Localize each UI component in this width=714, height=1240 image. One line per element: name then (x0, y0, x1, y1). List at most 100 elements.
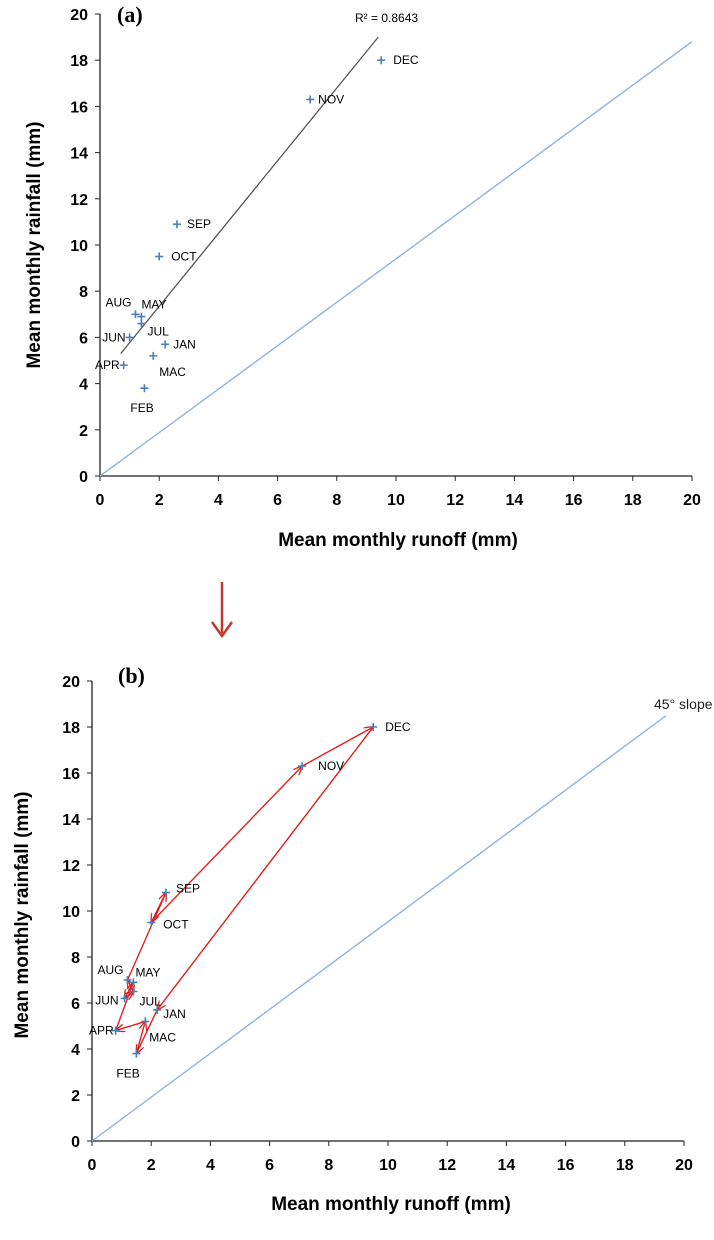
x-tick-label: 14 (498, 1157, 516, 1174)
y-tick-label: 14 (62, 812, 80, 829)
x-tick-label: 16 (565, 492, 583, 509)
month-label-jul: JUL (147, 325, 169, 339)
data-point-nov (306, 95, 315, 104)
sequence-arrow (128, 980, 134, 992)
y-tick-label: 16 (62, 766, 80, 783)
data-point-jan (153, 1005, 162, 1014)
x-tick-label: 4 (206, 1157, 215, 1174)
reference-line-45-degree (99, 41, 693, 477)
y-tick-label: 4 (71, 1042, 80, 1059)
y-tick-label: 18 (70, 53, 88, 70)
down-arrow-connector (210, 582, 234, 639)
data-point-apr (119, 361, 128, 370)
panel-b-x-axis-title: Mean monthly runoff (mm) (271, 1194, 511, 1215)
x-tick-label: 4 (214, 492, 223, 509)
y-tick-label: 4 (79, 377, 88, 394)
panel-a-label: (a) (117, 2, 143, 27)
month-label-mac: MAC (149, 1030, 176, 1044)
month-label-feb: FEB (116, 1067, 139, 1081)
month-label-apr: APR (95, 358, 120, 372)
sequence-arrow (151, 892, 167, 923)
down-arrow-head (210, 621, 234, 639)
y-tick-label: 20 (70, 7, 88, 24)
x-tick-label: 12 (438, 1157, 456, 1174)
y-tick-label: 6 (79, 330, 88, 347)
panel-b-label: (b) (118, 663, 145, 688)
data-point-jul (129, 987, 138, 996)
data-point-jan (161, 340, 170, 349)
x-tick-label: 18 (616, 1157, 634, 1174)
data-point-jul (137, 319, 146, 328)
x-tick-label: 16 (557, 1157, 575, 1174)
month-label-oct: OCT (163, 918, 189, 932)
panel-b-y-axis-title: Mean monthly rainfall (mm) (12, 791, 33, 1038)
month-label-sep: SEP (187, 217, 211, 231)
sequence-arrow (157, 726, 374, 1010)
panel-a-x-axis-title: Mean monthly runoff (mm) (278, 530, 518, 551)
month-label-dec: DEC (385, 720, 411, 734)
data-point-mac (141, 1017, 150, 1026)
x-tick-label: 8 (324, 1157, 333, 1174)
y-tick-label: 10 (70, 238, 88, 255)
data-point-feb (132, 1049, 141, 1058)
x-tick-label: 20 (675, 1157, 693, 1174)
y-tick-label: 10 (62, 904, 80, 921)
month-label-dec: DEC (393, 53, 419, 67)
reference-line-45-degree (91, 714, 667, 1142)
x-tick-label: 14 (506, 492, 524, 509)
panel-a-r-squared-label: R² = 0.8643 (355, 11, 418, 25)
y-tick-label: 6 (71, 996, 80, 1013)
sequence-arrow (126, 893, 166, 981)
month-label-jun: JUN (95, 993, 118, 1007)
linear-trendline (120, 36, 379, 354)
x-tick-label: 18 (624, 492, 642, 509)
x-tick-label: 2 (147, 1157, 156, 1174)
data-point-oct (147, 918, 156, 927)
sequence-arrow (125, 992, 134, 999)
chart-panel-a: (a) Mean monthly runoff (mm) Mean monthl… (24, 2, 701, 551)
month-label-may: MAY (135, 965, 160, 979)
data-point-dec (377, 56, 386, 65)
panel-a-y-axis-title: Mean monthly rainfall (mm) (24, 121, 45, 368)
x-tick-label: 20 (683, 492, 701, 509)
month-label-nov: NOV (318, 92, 344, 106)
month-label-may: MAY (141, 298, 166, 312)
data-point-jun (120, 994, 129, 1003)
data-point-sep (172, 220, 181, 229)
x-tick-label: 6 (265, 1157, 274, 1174)
sequence-arrow (150, 766, 302, 923)
y-tick-label: 0 (71, 1134, 80, 1151)
y-tick-label: 12 (70, 192, 88, 209)
y-tick-label: 14 (70, 146, 88, 163)
month-label-oct: OCT (171, 250, 197, 264)
y-tick-label: 12 (62, 858, 80, 875)
month-label-jan: JAN (173, 337, 196, 351)
data-point-mac (149, 351, 158, 360)
panel-b-slope-label: 45° slope (654, 696, 713, 712)
data-point-may (129, 978, 138, 987)
month-label-jan: JAN (163, 1007, 186, 1021)
x-tick-label: 8 (332, 492, 341, 509)
month-label-jul: JUL (139, 995, 161, 1009)
sequence-arrow (301, 727, 373, 767)
data-point-feb (140, 384, 149, 393)
month-label-jun: JUN (102, 330, 125, 344)
chart-panel-b: (b) Mean monthly runoff (mm) Mean monthl… (12, 663, 713, 1215)
x-tick-label: 12 (446, 492, 464, 509)
x-tick-label: 0 (96, 492, 105, 509)
x-tick-label: 10 (379, 1157, 397, 1174)
data-point-may (137, 312, 146, 321)
x-tick-label: 10 (387, 492, 405, 509)
data-point-aug (131, 310, 140, 319)
y-tick-label: 2 (79, 423, 88, 440)
y-tick-label: 8 (79, 284, 88, 301)
sequence-arrow (116, 1020, 146, 1030)
y-tick-label: 0 (79, 469, 88, 486)
x-tick-label: 6 (273, 492, 282, 509)
data-point-dec (369, 723, 378, 731)
sequence-arrow (135, 1021, 145, 1054)
x-tick-label: 0 (88, 1157, 97, 1174)
month-label-mac: MAC (159, 365, 186, 379)
data-point-aug (123, 976, 132, 984)
